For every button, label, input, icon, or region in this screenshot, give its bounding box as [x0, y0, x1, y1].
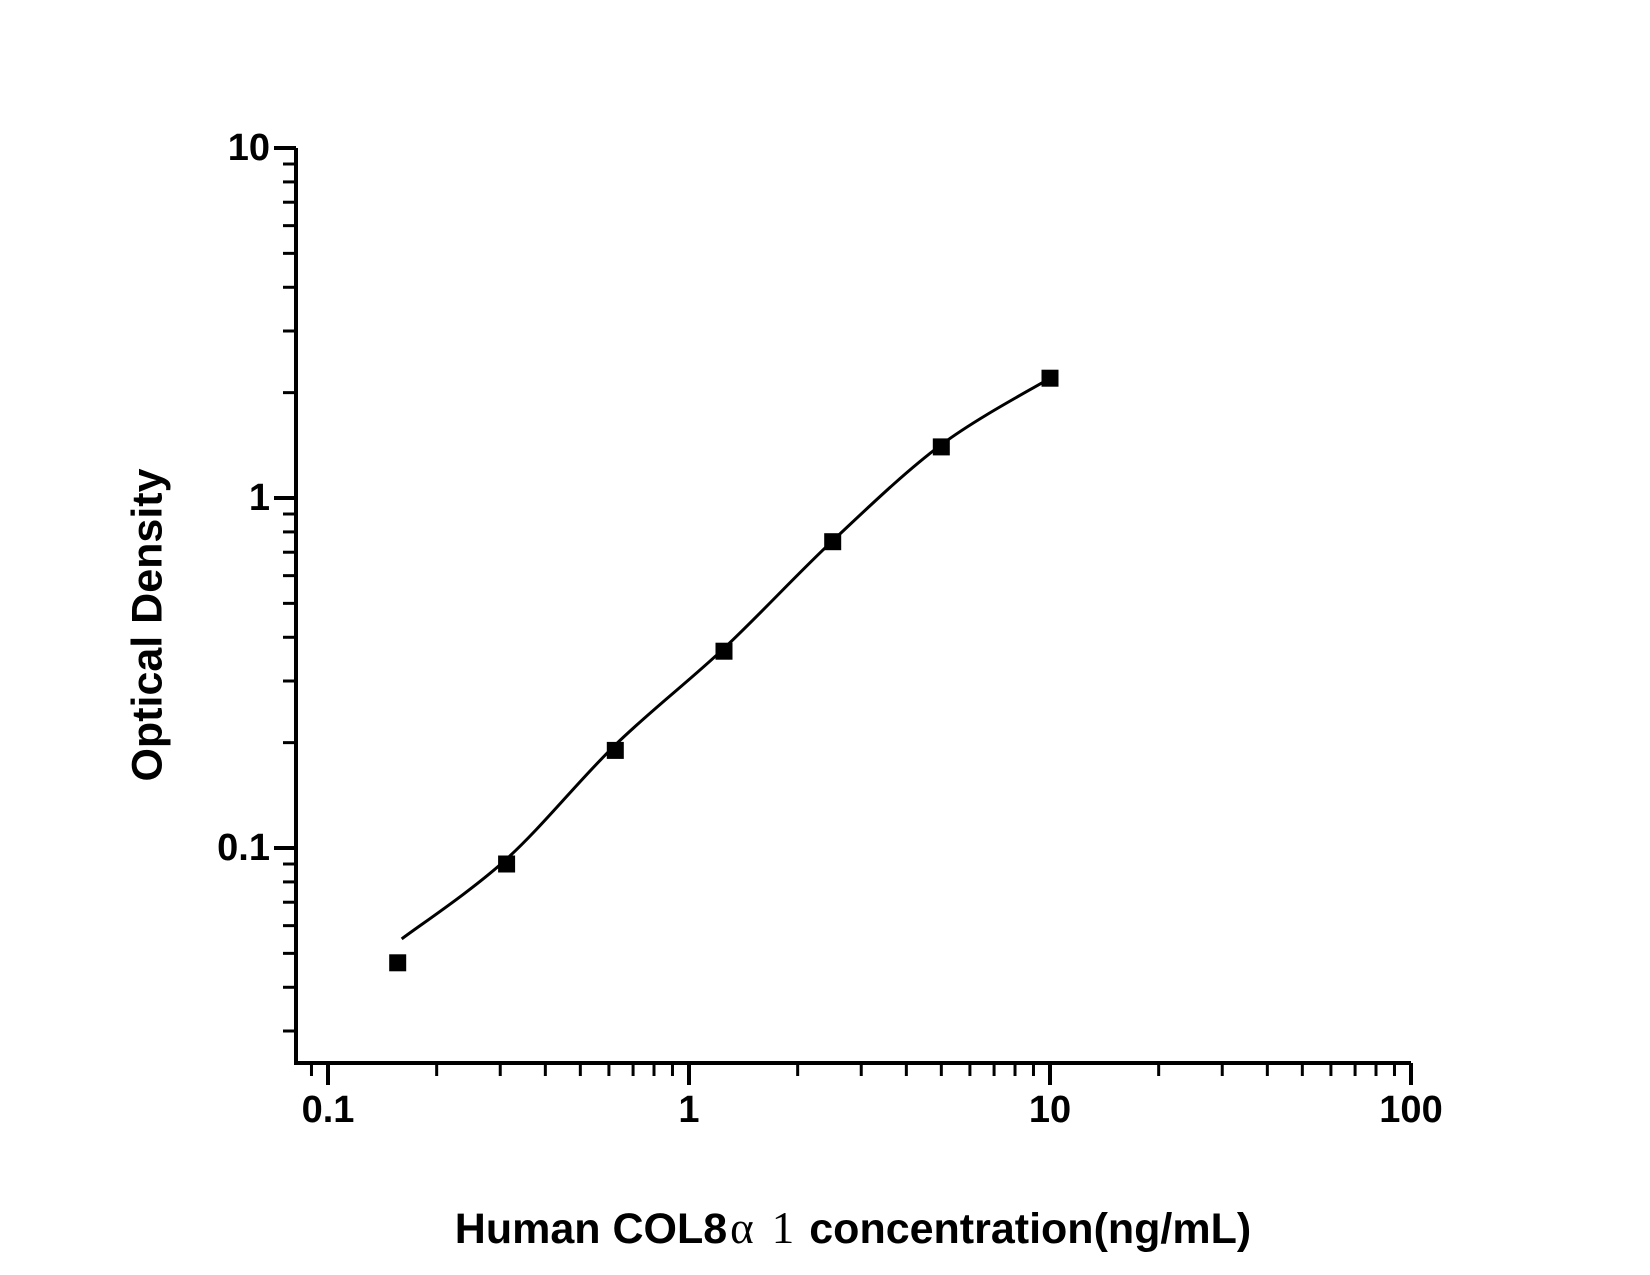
y-tick-label: 1 [248, 477, 270, 519]
x-axis-title-alpha-symbol: α [730, 1203, 754, 1253]
x-tick-label: 100 [1379, 1089, 1443, 1131]
data-point-marker [932, 438, 950, 456]
x-axis-title-number: 1 [771, 1203, 795, 1253]
axis-frame [294, 148, 1411, 1065]
data-point-marker [824, 533, 842, 551]
data-point-markers [389, 369, 1059, 972]
data-point-marker [498, 855, 516, 873]
axis-ticks [274, 146, 1413, 1085]
y-tick-label: 10 [227, 127, 270, 169]
data-point-marker [1041, 369, 1059, 387]
data-point-marker [606, 741, 624, 759]
x-axis-title-prefix: Human COL8 [454, 1205, 728, 1253]
x-tick-label: 10 [1028, 1089, 1072, 1131]
data-point-marker [389, 954, 407, 972]
x-tick-label: 1 [678, 1089, 700, 1131]
x-axis-title: Human COL8α 1 concentration(ng/mL) [455, 1202, 1251, 1254]
x-axis-title-suffix: concentration(ng/mL) [809, 1205, 1252, 1253]
y-axis-title: Optical Density [123, 468, 172, 782]
x-tick-label: 0.1 [301, 1089, 355, 1131]
y-tick-label: 0.1 [217, 827, 270, 869]
data-point-marker [715, 642, 733, 660]
